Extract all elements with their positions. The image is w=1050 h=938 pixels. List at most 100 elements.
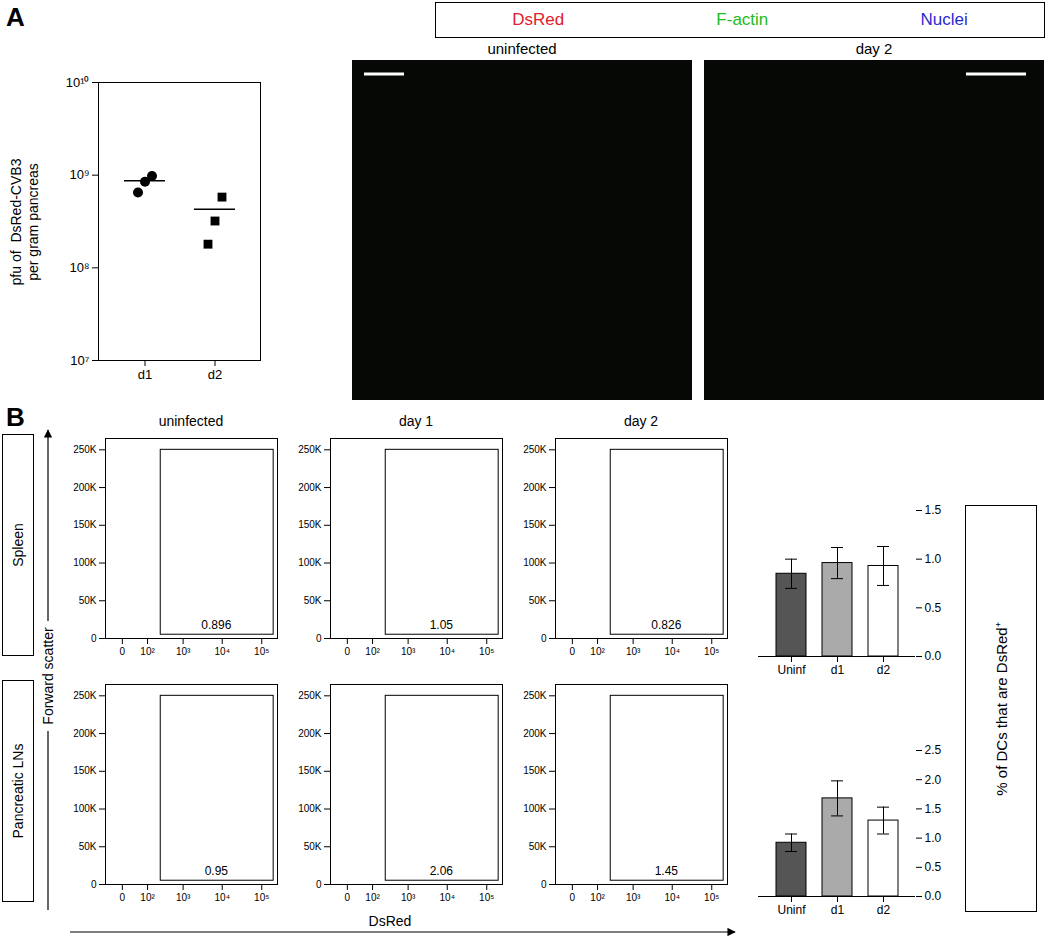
svg-text:0: 0 xyxy=(345,892,351,903)
svg-text:0: 0 xyxy=(541,879,547,890)
svg-text:200K: 200K xyxy=(523,482,547,493)
svg-text:10⁵: 10⁵ xyxy=(479,646,494,657)
svg-text:10²: 10² xyxy=(365,892,380,903)
svg-text:10⁴: 10⁴ xyxy=(440,892,455,903)
svg-text:0: 0 xyxy=(541,633,547,644)
svg-text:1.05: 1.05 xyxy=(430,618,454,632)
svg-text:10³: 10³ xyxy=(401,646,416,657)
svg-text:1.5: 1.5 xyxy=(925,503,942,517)
svg-text:0.95: 0.95 xyxy=(205,864,229,878)
svg-text:10³: 10³ xyxy=(626,892,641,903)
svg-text:10⁵: 10⁵ xyxy=(704,646,719,657)
svg-text:50K: 50K xyxy=(529,841,547,852)
svg-text:2.5: 2.5 xyxy=(925,743,942,757)
svg-text:10²: 10² xyxy=(590,646,605,657)
svg-text:10⁷: 10⁷ xyxy=(70,353,89,368)
svg-text:Uninf: Uninf xyxy=(777,663,806,677)
svg-text:10⁵: 10⁵ xyxy=(254,646,269,657)
html-text:pfu of DsRed-CVB3 per gram pan: pfu of DsRed-CVB3 per gram pancreas xyxy=(8,158,41,286)
svg-text:200K: 200K xyxy=(298,728,322,739)
svg-text:150K: 150K xyxy=(298,765,322,776)
svg-text:0: 0 xyxy=(570,892,576,903)
svg-text:d1: d1 xyxy=(831,663,845,677)
html-text:DsRed: DsRed xyxy=(512,10,565,29)
svg-text:100K: 100K xyxy=(73,557,97,568)
svg-text:0: 0 xyxy=(345,646,351,657)
svg-text:1.5: 1.5 xyxy=(925,802,942,816)
svg-text:10²: 10² xyxy=(365,646,380,657)
html-text:Nuclei: Nuclei xyxy=(920,10,968,29)
svg-text:200K: 200K xyxy=(523,728,547,739)
svg-text:150K: 150K xyxy=(73,765,97,776)
svg-text:2.06: 2.06 xyxy=(430,864,454,878)
svg-text:d2: d2 xyxy=(877,663,891,677)
svg-text:0: 0 xyxy=(316,879,322,890)
svg-text:10⁴: 10⁴ xyxy=(215,892,230,903)
svg-text:0: 0 xyxy=(570,646,576,657)
svg-text:200K: 200K xyxy=(73,728,97,739)
html-text:F-actin: F-actin xyxy=(716,10,769,29)
svg-text:100K: 100K xyxy=(523,803,547,814)
svg-text:10⁴: 10⁴ xyxy=(440,646,455,657)
svg-text:250K: 250K xyxy=(523,444,547,455)
svg-text:Uninf: Uninf xyxy=(777,903,806,917)
svg-text:50K: 50K xyxy=(79,841,97,852)
svg-text:10⁴: 10⁴ xyxy=(665,892,680,903)
svg-text:200K: 200K xyxy=(73,482,97,493)
svg-text:10⁵: 10⁵ xyxy=(254,892,269,903)
svg-text:150K: 150K xyxy=(523,519,547,530)
svg-text:100K: 100K xyxy=(298,557,322,568)
svg-text:0.896: 0.896 xyxy=(201,618,231,632)
svg-text:10⁹: 10⁹ xyxy=(69,167,89,182)
svg-text:250K: 250K xyxy=(298,444,322,455)
svg-text:10⁸: 10⁸ xyxy=(70,260,90,275)
svg-text:0.0: 0.0 xyxy=(925,649,942,663)
svg-text:0: 0 xyxy=(91,633,97,644)
svg-text:10³: 10³ xyxy=(176,646,191,657)
svg-text:10²: 10² xyxy=(140,892,155,903)
svg-text:10⁵: 10⁵ xyxy=(704,892,719,903)
svg-text:250K: 250K xyxy=(298,690,322,701)
svg-text:10³: 10³ xyxy=(626,646,641,657)
svg-text:0.5: 0.5 xyxy=(925,601,942,615)
svg-text:250K: 250K xyxy=(523,690,547,701)
svg-text:0.0: 0.0 xyxy=(925,889,942,903)
svg-text:d2: d2 xyxy=(877,903,891,917)
svg-text:10⁴: 10⁴ xyxy=(215,646,230,657)
svg-text:250K: 250K xyxy=(73,690,97,701)
svg-text:100K: 100K xyxy=(298,803,322,814)
svg-text:150K: 150K xyxy=(73,519,97,530)
html-text:A: A xyxy=(6,2,25,32)
svg-text:50K: 50K xyxy=(529,595,547,606)
svg-text:d1: d1 xyxy=(138,367,152,382)
svg-text:10¹⁰: 10¹⁰ xyxy=(66,75,90,90)
svg-text:d2: d2 xyxy=(208,367,222,382)
svg-text:150K: 150K xyxy=(298,519,322,530)
svg-text:200K: 200K xyxy=(298,482,322,493)
svg-text:50K: 50K xyxy=(79,595,97,606)
svg-text:0.5: 0.5 xyxy=(925,860,942,874)
svg-text:250K: 250K xyxy=(73,444,97,455)
svg-text:0: 0 xyxy=(120,646,126,657)
svg-text:10⁴: 10⁴ xyxy=(665,646,680,657)
svg-text:10⁵: 10⁵ xyxy=(479,892,494,903)
svg-text:10²: 10² xyxy=(140,646,155,657)
svg-text:0: 0 xyxy=(91,879,97,890)
html-text:B: B xyxy=(6,402,25,432)
svg-text:50K: 50K xyxy=(304,841,322,852)
svg-text:2.0: 2.0 xyxy=(925,773,942,787)
svg-text:100K: 100K xyxy=(73,803,97,814)
svg-text:10²: 10² xyxy=(590,892,605,903)
svg-text:10³: 10³ xyxy=(176,892,191,903)
svg-text:1.0: 1.0 xyxy=(925,552,942,566)
svg-text:1.45: 1.45 xyxy=(655,864,679,878)
svg-text:d1: d1 xyxy=(831,903,845,917)
svg-text:0: 0 xyxy=(316,633,322,644)
svg-text:150K: 150K xyxy=(523,765,547,776)
svg-text:0.826: 0.826 xyxy=(651,618,681,632)
svg-text:50K: 50K xyxy=(304,595,322,606)
svg-text:1.0: 1.0 xyxy=(925,831,942,845)
svg-text:100K: 100K xyxy=(523,557,547,568)
svg-text:10³: 10³ xyxy=(401,892,416,903)
svg-text:0: 0 xyxy=(120,892,126,903)
